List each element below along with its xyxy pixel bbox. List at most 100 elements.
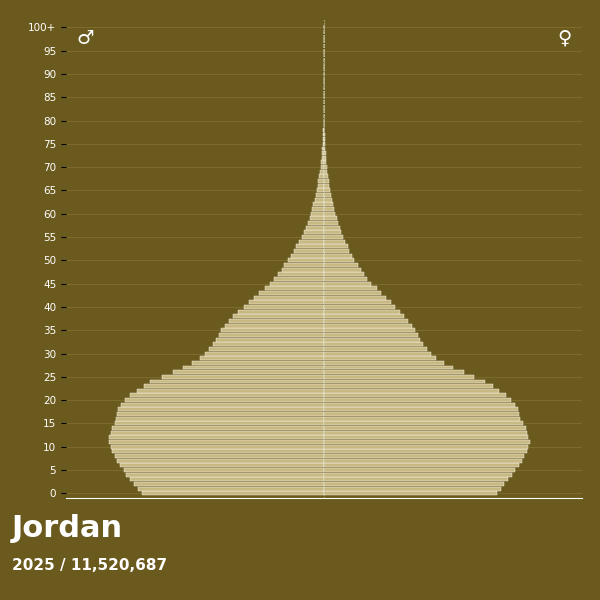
Bar: [259, 291, 324, 295]
Bar: [324, 398, 511, 402]
Bar: [311, 212, 324, 216]
Bar: [233, 314, 324, 318]
Bar: [324, 142, 325, 146]
Bar: [120, 463, 324, 467]
Bar: [282, 268, 324, 272]
Bar: [324, 482, 505, 486]
Bar: [324, 160, 326, 164]
Bar: [315, 198, 324, 202]
Bar: [324, 244, 348, 248]
Bar: [324, 165, 327, 169]
Bar: [324, 296, 386, 299]
Bar: [109, 436, 324, 439]
Bar: [324, 440, 530, 444]
Bar: [324, 323, 412, 328]
Bar: [324, 314, 404, 318]
Bar: [320, 165, 324, 169]
Bar: [308, 221, 324, 225]
Bar: [324, 431, 527, 435]
Bar: [324, 412, 519, 416]
Bar: [324, 305, 395, 309]
Bar: [324, 333, 418, 337]
Bar: [324, 193, 331, 197]
Bar: [324, 217, 337, 220]
Bar: [254, 296, 324, 299]
Bar: [313, 202, 324, 206]
Bar: [324, 202, 333, 206]
Bar: [117, 459, 324, 463]
Bar: [324, 394, 506, 397]
Bar: [324, 146, 325, 151]
Bar: [150, 380, 324, 383]
Bar: [221, 328, 324, 332]
Bar: [324, 436, 528, 439]
Bar: [192, 361, 324, 365]
Bar: [289, 259, 324, 262]
Bar: [209, 347, 324, 351]
Bar: [324, 487, 500, 491]
Bar: [322, 146, 324, 151]
Bar: [324, 235, 343, 239]
Bar: [324, 478, 508, 481]
Bar: [324, 310, 400, 314]
Bar: [316, 193, 324, 197]
Bar: [138, 487, 324, 491]
Bar: [324, 240, 345, 244]
Bar: [324, 133, 325, 136]
Bar: [296, 244, 324, 248]
Bar: [319, 175, 324, 178]
Bar: [125, 398, 324, 402]
Bar: [324, 277, 367, 281]
Bar: [143, 384, 324, 388]
Bar: [324, 221, 338, 225]
Bar: [324, 212, 335, 216]
Bar: [142, 491, 324, 496]
Bar: [324, 184, 329, 188]
Bar: [324, 449, 527, 454]
Bar: [117, 412, 324, 416]
Bar: [324, 198, 332, 202]
Bar: [183, 365, 324, 370]
Bar: [110, 445, 324, 449]
Bar: [200, 356, 324, 360]
Bar: [304, 230, 324, 235]
Bar: [324, 188, 330, 193]
Bar: [130, 478, 324, 481]
Bar: [112, 426, 324, 430]
Bar: [324, 370, 464, 374]
Bar: [162, 375, 324, 379]
Bar: [121, 403, 324, 407]
Bar: [324, 328, 415, 332]
Bar: [134, 482, 324, 486]
Bar: [322, 151, 324, 155]
Bar: [324, 356, 436, 360]
Bar: [238, 310, 324, 314]
Bar: [274, 277, 324, 281]
Bar: [302, 235, 324, 239]
Text: ♀: ♀: [557, 29, 572, 47]
Bar: [324, 179, 329, 183]
Bar: [323, 142, 324, 146]
Bar: [130, 394, 324, 397]
Bar: [324, 426, 526, 430]
Bar: [244, 305, 324, 309]
Bar: [324, 249, 349, 253]
Bar: [324, 342, 423, 346]
Bar: [127, 473, 324, 476]
Bar: [324, 389, 499, 393]
Bar: [124, 468, 324, 472]
Bar: [278, 272, 324, 276]
Bar: [115, 421, 324, 425]
Bar: [324, 151, 326, 155]
Bar: [110, 431, 324, 435]
Bar: [323, 137, 324, 141]
Bar: [317, 184, 324, 188]
Bar: [324, 473, 512, 476]
Bar: [118, 407, 324, 412]
Bar: [319, 179, 324, 183]
Bar: [321, 160, 324, 164]
Bar: [324, 263, 358, 267]
Bar: [324, 170, 328, 174]
Bar: [324, 384, 493, 388]
Bar: [270, 281, 324, 286]
